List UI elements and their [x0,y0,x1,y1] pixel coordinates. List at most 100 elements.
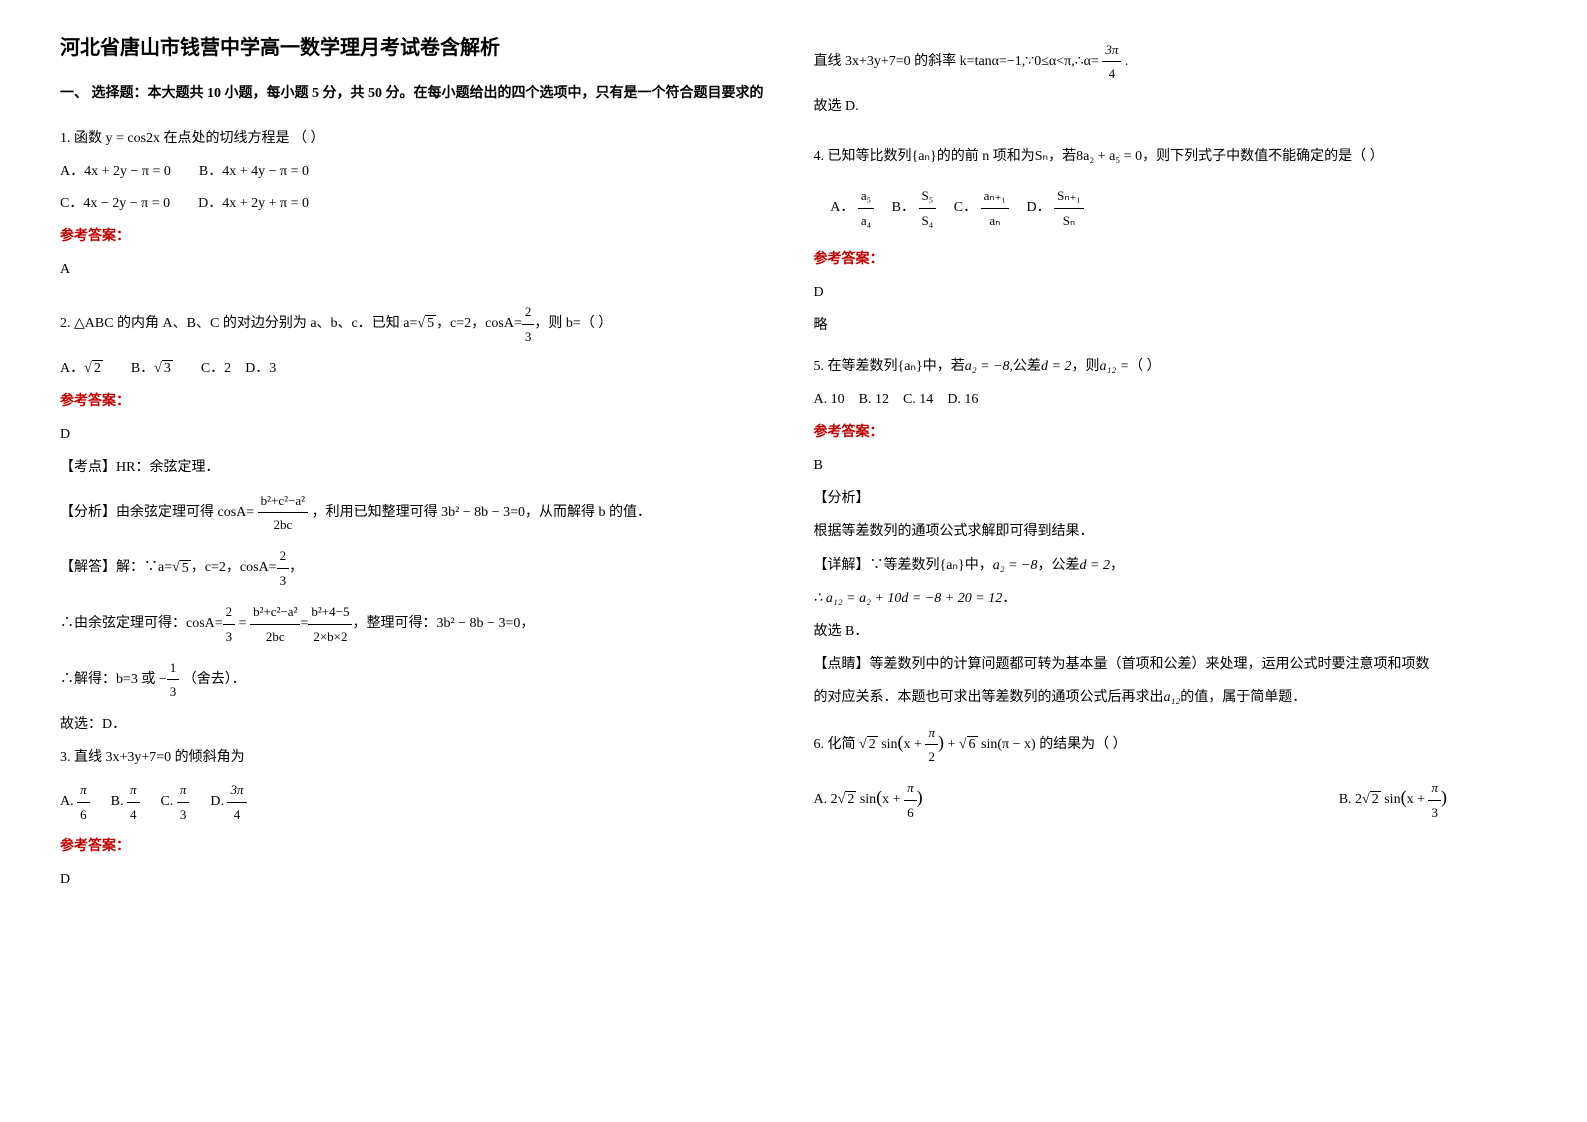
q6-options: A. 2√2 sin(x + π6) B. 2√2 sin(x + π3) [814,776,1528,824]
q5-xiangjie-comma2: ， [1110,558,1124,573]
q4-stem-suffix: ，则下列式子中数值不能确定的是（ ） [1142,149,1384,164]
sqrt2-q6a: 2 [845,791,856,807]
q6-opt-a: A. 2√2 sin(x + π6) [814,776,923,824]
q2-stem-prefix: 2. △ABC 的内角 A、B、C 的对边分别为 a、b、c．已知 a= [60,316,417,331]
q5-xiangjie-a2: a₂ = −8 [993,558,1038,573]
sqrt3-a: 3 [162,360,173,376]
q1-opt-b: B．4x + 4y − π = 0 [199,164,309,179]
an-set-2: {aₙ} [940,558,965,573]
q5-opt-b: B. 12 [859,392,889,407]
q2-fenxi: 【分析】由余弦定理可得 cosA= b²+c²−a²2bc ，利用已知整理可得 … [60,489,774,537]
sqrt6-q6: 6 [967,736,978,752]
q5-opt-d: D. 16 [947,392,978,407]
q2-stem: 2. △ABC 的内角 A、B、C 的对边分别为 a、b、c．已知 a=√5，c… [60,300,774,348]
q2-line3-eq2: = [300,616,308,631]
q4-opt-a-prefix: A． [830,200,854,215]
frac-cosA-1: b²+c²−a²2bc [258,489,308,537]
frac-pi-6-q6: π6 [904,776,917,824]
q2-line4-prefix: ∴解得：b=3 或 − [60,672,167,687]
q2-line3-suffix: ，整理可得：3b² − 8b − 3=0， [352,616,534,631]
q5-opt-a: A. 10 [814,392,845,407]
Sn-1: Sₙ [1035,149,1048,164]
left-column: 河北省唐山市钱营中学高一数学理月考试卷含解析 一、 选择题：本大题共 10 小题… [40,30,794,1092]
frac-num: π [127,778,140,802]
q2-opt-b-prefix: B． [131,361,154,376]
q5-stem-mid: 公差 [1013,359,1041,374]
frac-den: 3 [167,680,180,703]
q2-stem-suffix: ，则 b=（ ） [534,316,612,331]
q2-opt-c: C．2 [201,361,231,376]
q2-answer: D [60,422,774,447]
frac-den: 2bc [250,625,300,648]
q5-dianjing-end: 的值，属于简单题． [1180,690,1306,705]
q5-stem-prefix: 5. 在等差数列{aₙ}中，若 [814,359,965,374]
sqrt5-2: 5 [180,560,191,576]
q5-conclude: 故选 B． [814,619,1528,644]
q6-opt-b-prefix: B. [1339,792,1352,807]
q5-xiangjie-d: d = 2 [1080,558,1110,573]
frac-pi-2-q6: π2 [925,721,938,769]
q5-stem-suffix: ，则 [1071,359,1099,374]
frac-den: 4 [127,803,140,826]
frac-den: Sₙ [1054,209,1084,232]
frac-den: 3 [177,803,190,826]
q1-options-row1: A．4x + 2y − π = 0 B．4x + 4y − π = 0 [60,159,774,184]
frac-num: 2 [223,600,236,624]
right-column: 直线 3x+3y+7=0 的斜率 k=tanα=−1,∵0≤α<π,∴α= 3π… [794,30,1548,1092]
q4-stem-mid1: 的的前 n 项和为 [937,149,1035,164]
frac-Sn1-Sn: Sₙ₊₁Sₙ [1054,184,1084,232]
frac-pi-6: π6 [77,778,90,826]
q3-opt-b-prefix: B. [111,794,124,809]
frac-1-3: 13 [167,656,180,704]
q2-jieda-comma: ， [289,561,303,576]
q6-stem-prefix: 6. 化简 [814,737,856,752]
q1-answer-label: 参考答案： [60,224,774,249]
q4-stem: 4. 已知等比数列{aₙ}的的前 n 项和为Sₙ，若8a₂ + a₅ = 0，则… [814,144,1528,169]
q5-calc: ∴ a₁₂ = a₂ + 10d = −8 + 20 = 12． [814,586,1528,611]
q5-dianjing1: 【点睛】等差数列中的计算问题都可转为基本量（首项和公差）来处理，运用公式时要注意… [814,652,1528,677]
frac-den: aₙ [981,209,1009,232]
frac-num: a₅ [858,184,874,208]
frac-num: b²+c²−a² [250,600,300,624]
q6-opt-b: B. 2√2 sin(x + π3) [1339,776,1447,824]
q1-answer: A [60,257,774,282]
q3-stem: 3. 直线 3x+3y+7=0 的倾斜角为 [60,745,774,770]
q2-line3: ∴由余弦定理可得：cosA=23 = b²+c²−a²2bc=b²+4−52×b… [60,600,774,648]
q1-opt-c: C．4x − 2y − π = 0 [60,196,170,211]
frac-num: 1 [167,656,180,680]
q2-stem-mid: ，c=2，cosA= [436,316,522,331]
q5-a2: a₂ = −8, [965,359,1013,374]
q2-fenxi-suffix: ，利用已知整理可得 3b² − 8b − 3=0，从而解得 b 的值． [312,505,651,520]
q3-answer: D [60,867,774,892]
q3-opt-d-prefix: D. [210,794,224,809]
q2-jieda: 【解答】解：∵a=√5，c=2，cosA=23， [60,544,774,592]
q5-opt-c: C. 14 [903,392,933,407]
frac-num: π [1428,776,1441,800]
q1-opt-a: A．4x + 2y − π = 0 [60,164,171,179]
q3-opt-c-prefix: C. [161,794,174,809]
q2-jieda-prefix: 【解答】解：∵a= [60,561,172,576]
frac-3pi-4: 3π4 [227,778,246,826]
q5-dianjing2: 的对应关系．本题也可求出等差数列的通项公式后再求出a₁₂的值，属于简单题． [814,685,1528,710]
frac-den: a₄ [858,209,874,232]
frac-pi-3: π3 [177,778,190,826]
q6-opt-a-prefix: A. [814,792,828,807]
frac-den: 3 [223,625,236,648]
q2-line4: ∴解得：b=3 或 −13 （舍去）． [60,656,774,704]
q2-jieda-mid: ，c=2，cosA= [191,561,277,576]
q1-stem-text: 1. 函数 y = cos2x 在点处的切线方程是 （ ） [60,131,325,146]
frac-pi-3-q6: π3 [1428,776,1441,824]
q5-fenxi-label: 【分析】 [814,486,1528,511]
sqrt5-1: 5 [425,315,436,331]
q4-options: A． a₅a₄ B． S₅S₄ C． aₙ₊₁aₙ D． Sₙ₊₁Sₙ [814,184,1528,232]
frac-num: S₅ [919,184,937,208]
q5-calc-text: ∴ a₁₂ = a₂ + 10d = −8 + 20 = 12 [814,591,1003,606]
q5-stem: 5. 在等差数列{aₙ}中，若a₂ = −8,公差d = 2，则a₁₂ =（ ） [814,354,1528,379]
q2-opt-a-prefix: A． [60,361,84,376]
frac-num: b²+c²−a² [258,489,308,513]
frac-den: 3 [277,569,290,592]
q4-brief: 略 [814,313,1528,338]
q3-expl-prefix: 直线 3x+3y+7=0 的斜率 k=tanα=−1,∵0≤α<π,∴α= [814,54,1099,69]
frac-num: π [925,721,938,745]
q2-opt-d: D．3 [245,361,276,376]
